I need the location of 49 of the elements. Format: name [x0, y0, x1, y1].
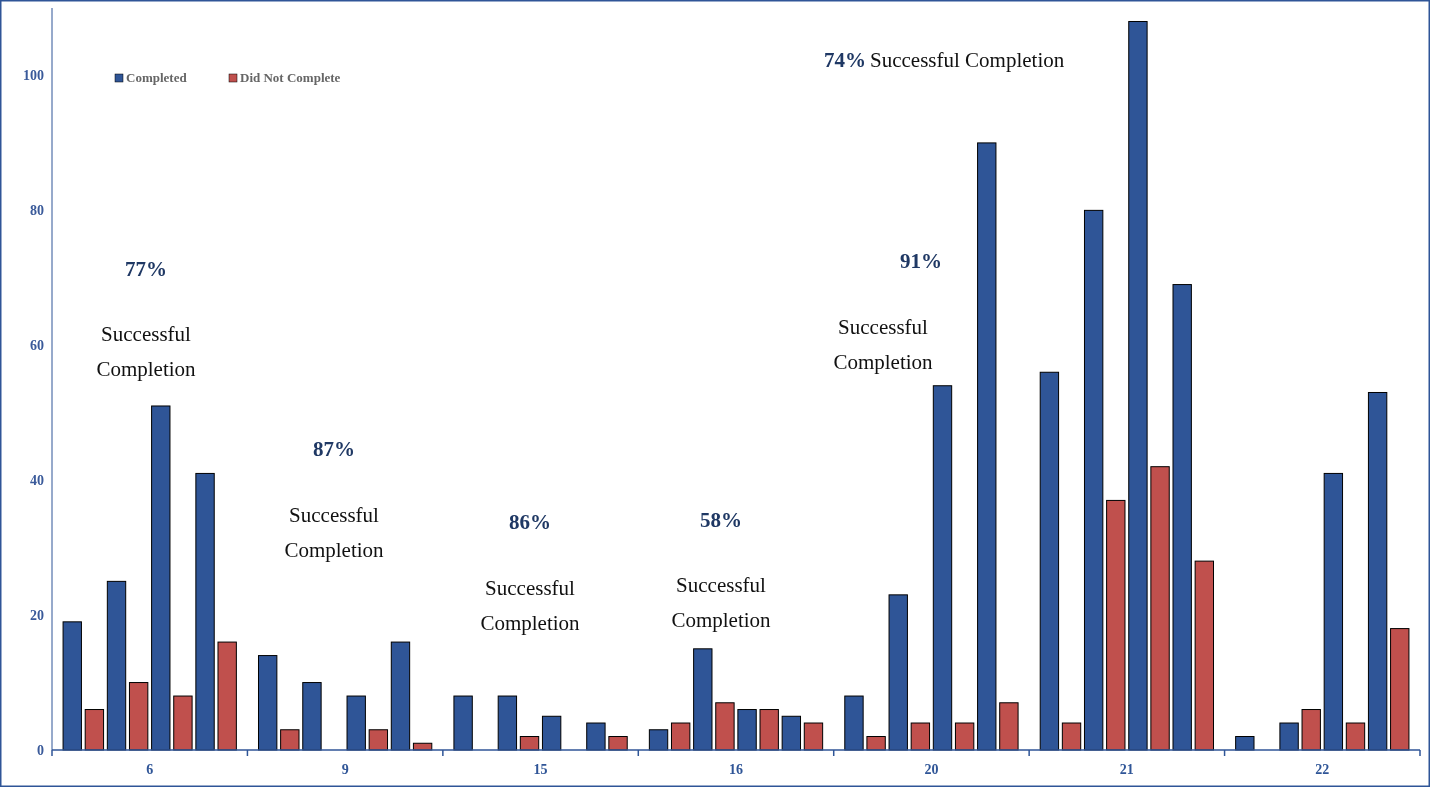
bar — [1301, 709, 1321, 751]
bar — [1106, 499, 1126, 751]
bar — [910, 722, 931, 751]
y-tick-label: 100 — [23, 68, 44, 84]
bar — [866, 736, 886, 751]
annotation: 77% — [125, 257, 167, 281]
bar — [280, 729, 300, 751]
x-tick-label: 21 — [1119, 762, 1134, 777]
bar — [368, 729, 389, 751]
annotation: Successful Completion — [284, 503, 385, 562]
annotation: 74% — [824, 48, 866, 72]
bar — [759, 709, 779, 751]
bar — [1194, 560, 1215, 751]
y-tick-label: 20 — [30, 608, 44, 624]
x-tick-label: 15 — [533, 762, 548, 777]
annotation: Successful Completion — [833, 315, 934, 374]
bar — [128, 682, 149, 751]
x-tick-label: 20 — [924, 762, 939, 777]
x-tick-label: 22 — [1315, 762, 1330, 777]
y-tick-label: 60 — [30, 338, 44, 354]
annotation: 87% — [313, 437, 355, 461]
annotation: Successful Completion — [480, 576, 581, 635]
bar — [608, 736, 628, 751]
y-tick-label: 40 — [30, 473, 44, 489]
annotation: Successful Completion — [870, 48, 1065, 72]
bar — [217, 641, 237, 751]
annotation: Successful Completion — [671, 573, 772, 632]
bar — [1390, 628, 1410, 751]
bar — [1061, 722, 1082, 751]
annotation: 91% — [900, 249, 942, 273]
bar — [1345, 722, 1366, 751]
annotation: 58% — [700, 508, 742, 532]
bar — [803, 722, 824, 751]
bar — [670, 722, 691, 751]
x-tick-label: 6 — [146, 762, 154, 777]
bar — [954, 722, 975, 751]
bar — [715, 702, 735, 751]
bar — [999, 702, 1019, 751]
annotation: Successful Completion — [96, 322, 197, 381]
annotation: 86% — [509, 510, 551, 534]
bar — [1150, 466, 1170, 751]
x-tick-label: 16 — [729, 762, 743, 777]
bar — [173, 695, 193, 751]
y-tick-label: 80 — [30, 203, 44, 219]
legend-label: Did Not Complete — [240, 70, 341, 85]
x-tick-label: 9 — [341, 762, 349, 777]
legend-label: Completed — [126, 70, 188, 85]
bar — [84, 709, 105, 751]
y-tick-label: 0 — [37, 743, 44, 758]
